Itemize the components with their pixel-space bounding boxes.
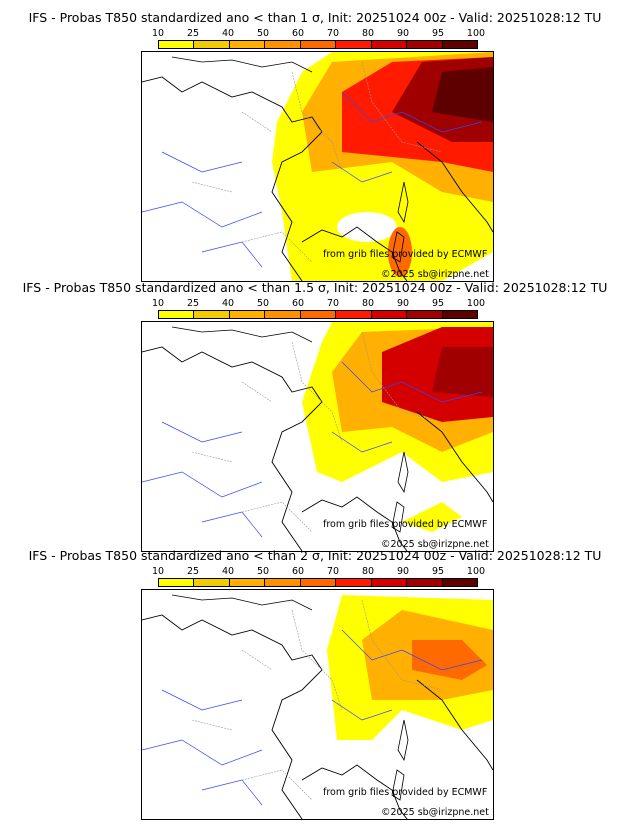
colorbar-segment [336,311,372,318]
colorbar-segment [371,41,408,48]
colorbar-segment [265,311,301,318]
colorbar-segment [371,311,408,318]
colorbar-segment [442,579,477,586]
colorbar-ticks: 10 25 40 50 60 70 80 90 95 100 [148,566,488,577]
probability-map: from grib files provided by ECMWF ©2025 s… [141,321,494,552]
colorbar-tick: 60 [291,298,305,309]
colorbar-segment [442,41,477,48]
panel-title: IFS - Probas T850 standardized ano < tha… [22,280,608,295]
panel-1sigma: IFS - Probas T850 standardized ano < tha… [0,10,630,282]
colorbar-tick: 100 [466,28,486,39]
colorbar-segment [407,41,443,48]
panel-title: IFS - Probas T850 standardized ano < tha… [28,548,602,563]
colorbar-tick: 80 [361,28,375,39]
colorbar-tick: 50 [256,28,270,39]
source-credit: from grib files provided by ECMWF [323,249,488,260]
colorbar-tick: 50 [256,298,270,309]
colorbar-segment [159,579,195,586]
colorbar-segment [265,41,301,48]
colorbar-ticks: 10 25 40 50 60 70 80 90 95 100 [148,298,488,309]
colorbar-segment [159,41,195,48]
colorbar-tick: 40 [221,28,235,39]
colorbar-tick: 10 [151,28,165,39]
colorbar-ticks: 10 25 40 50 60 70 80 90 95 100 [148,28,488,39]
colorbar-segment [265,579,301,586]
colorbar-segment [300,41,337,48]
colorbar-segment [300,311,337,318]
colorbar-tick: 70 [326,28,340,39]
colorbar [158,40,478,49]
panel-2sigma: IFS - Probas T850 standardized ano < tha… [0,548,630,820]
colorbar-tick: 90 [396,566,410,577]
colorbar-tick: 10 [151,298,165,309]
colorbar-segment [229,579,266,586]
copyright-credit: ©2025 sb@irizpne.net [381,807,489,818]
colorbar-tick: 25 [186,298,200,309]
colorbar-tick: 40 [221,298,235,309]
colorbar-tick: 90 [396,28,410,39]
colorbar-segment [371,579,408,586]
copyright-credit: ©2025 sb@irizpne.net [381,269,489,280]
colorbar-tick: 95 [431,566,445,577]
colorbar-tick: 95 [431,28,445,39]
copyright-credit: ©2025 sb@irizpne.net [381,539,489,550]
colorbar [158,310,478,319]
colorbar-tick: 100 [466,566,486,577]
colorbar-tick: 25 [186,566,200,577]
colorbar-tick: 95 [431,298,445,309]
colorbar-tick: 50 [256,566,270,577]
probability-map: from grib files provided by ECMWF ©2025 s… [141,589,494,820]
colorbar-tick: 40 [221,566,235,577]
source-credit: from grib files provided by ECMWF [323,519,488,530]
colorbar-segment [336,41,372,48]
colorbar-tick: 25 [186,28,200,39]
colorbar-segment [229,41,266,48]
colorbar-segment [194,41,230,48]
colorbar-segment [407,311,443,318]
colorbar-segment [159,311,195,318]
colorbar-tick: 60 [291,28,305,39]
colorbar-tick: 70 [326,298,340,309]
colorbar-segment [194,311,230,318]
panel-1-5sigma: IFS - Probas T850 standardized ano < tha… [0,280,630,552]
colorbar-tick: 60 [291,566,305,577]
colorbar-segment [336,579,372,586]
colorbar-segment [229,311,266,318]
colorbar [158,578,478,587]
colorbar-tick: 70 [326,566,340,577]
colorbar-segment [442,311,477,318]
colorbar-segment [300,579,337,586]
colorbar-segment [407,579,443,586]
source-credit: from grib files provided by ECMWF [323,787,488,798]
colorbar-tick: 80 [361,298,375,309]
colorbar-tick: 80 [361,566,375,577]
colorbar-segment [194,579,230,586]
colorbar-tick: 10 [151,566,165,577]
colorbar-tick: 90 [396,298,410,309]
panel-title: IFS - Probas T850 standardized ano < tha… [28,10,602,25]
colorbar-tick: 100 [466,298,486,309]
probability-map: from grib files provided by ECMWF ©2025 s… [141,51,494,282]
